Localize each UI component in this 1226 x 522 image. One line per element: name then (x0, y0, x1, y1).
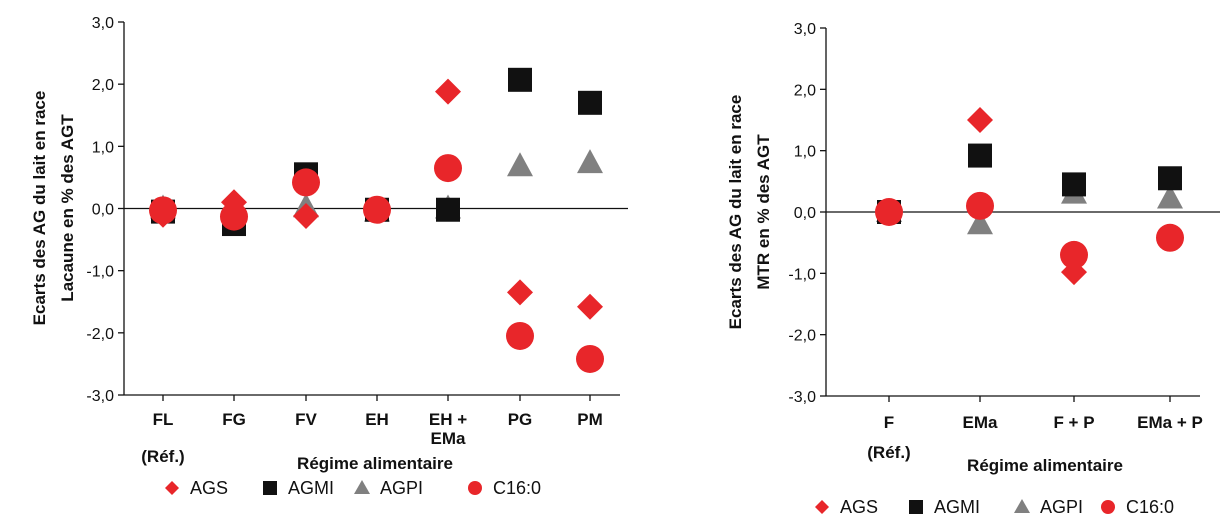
legend-marker-circle (1101, 500, 1115, 514)
reference-label: (Réf.) (867, 443, 910, 462)
point-agpi (507, 152, 533, 176)
legend-marker-diamond (815, 500, 829, 514)
point-ags (435, 79, 461, 105)
point-c160 (363, 196, 391, 224)
x-tick-label: PG (508, 410, 533, 429)
x-tick-label: FV (295, 410, 317, 429)
point-agpi (577, 149, 603, 173)
chart-mtr: 3,0 2,0 1,0 0,0 -1,0 -2,0 -3,0 F EMa F + P EMa + P… (726, 21, 1220, 517)
point-c160 (149, 196, 177, 224)
point-c160 (1156, 224, 1184, 252)
legend-item-agpi: AGPI (1014, 497, 1083, 517)
point-ags (293, 203, 319, 229)
y-tick-label: 1,0 (794, 144, 816, 161)
legend: AGS AGMI AGPI C16:0 (815, 497, 1174, 517)
point-c160 (576, 345, 604, 373)
y-tick-label: 3,0 (92, 15, 114, 32)
legend-label: AGS (840, 497, 878, 517)
x-tick-label: FG (222, 410, 246, 429)
y-axis-title: Ecarts des AG du lait en race (726, 95, 745, 330)
legend-item-agmi: AGMI (909, 497, 980, 517)
y-tick-label: 2,0 (794, 82, 816, 99)
point-c160 (434, 154, 462, 182)
x-axis-title: Régime alimentaire (967, 456, 1123, 475)
y-tick-label: -1,0 (86, 264, 114, 281)
legend-label: C16:0 (493, 478, 541, 498)
legend-marker-square (909, 500, 923, 514)
x-tick-label: PM (577, 410, 603, 429)
legend-item-agpi: AGPI (354, 478, 423, 498)
y-axis-title: MTR en % des AGT (754, 134, 773, 290)
legend-marker-diamond (165, 481, 179, 495)
legend-marker-square (263, 481, 277, 495)
y-tick-label: -3,0 (86, 388, 114, 405)
x-tick-label: FL (153, 410, 174, 429)
point-agmi (1062, 172, 1086, 196)
point-c160 (220, 203, 248, 231)
y-axis-title: Lacaune en % des AGT (58, 114, 77, 302)
y-tick-label: -1,0 (788, 266, 816, 283)
point-agmi (968, 144, 992, 168)
x-tick-label: EMa (431, 429, 467, 448)
x-tick-label: EMa + P (1137, 413, 1203, 432)
legend-label: C16:0 (1126, 497, 1174, 517)
y-tick-label: -3,0 (788, 389, 816, 406)
legend: AGS AGMI AGPI C16:0 (165, 478, 541, 498)
y-tick-label: -2,0 (788, 328, 816, 345)
legend-marker-circle (468, 481, 482, 495)
legend-item-c160: C16:0 (468, 478, 541, 498)
legend-item-ags: AGS (165, 478, 228, 498)
point-c160 (966, 192, 994, 220)
legend-marker-triangle (354, 480, 370, 494)
legend-marker-triangle (1014, 499, 1030, 513)
x-tick-label: EH (365, 410, 389, 429)
y-tick-label: 2,0 (92, 77, 114, 94)
y-tick-label: -2,0 (86, 326, 114, 343)
legend-label: AGMI (288, 478, 334, 498)
y-tick-label: 0,0 (794, 205, 816, 222)
point-agmi (1158, 166, 1182, 190)
x-axis-title: Régime alimentaire (297, 454, 453, 473)
point-ags (507, 279, 533, 305)
legend-item-ags: AGS (815, 497, 878, 517)
point-c160 (292, 168, 320, 196)
x-tick-label: F + P (1053, 413, 1094, 432)
y-tick-label: 3,0 (794, 21, 816, 38)
point-agmi (578, 91, 602, 115)
reference-label: (Réf.) (141, 447, 184, 466)
x-tick-label: EMa (963, 413, 999, 432)
y-axis-title: Ecarts des AG du lait en race (30, 91, 49, 326)
point-agmi (436, 198, 460, 222)
point-ags (577, 294, 603, 320)
chart-lacaune: 3,0 2,0 1,0 0,0 -1,0 -2,0 -3,0 FL FG FV EH EH +EMa P… (30, 15, 628, 498)
legend-item-c160: C16:0 (1101, 497, 1174, 517)
x-tick-label: F (884, 413, 894, 432)
point-c160 (1060, 241, 1088, 269)
legend-label: AGS (190, 478, 228, 498)
x-tick-label: EH + (429, 410, 467, 429)
point-c160 (506, 322, 534, 350)
point-agmi (508, 68, 532, 92)
y-tick-label: 0,0 (92, 202, 114, 219)
legend-item-agmi: AGMI (263, 478, 334, 498)
point-c160 (875, 198, 903, 226)
legend-label: AGMI (934, 497, 980, 517)
legend-label: AGPI (380, 478, 423, 498)
y-tick-label: 1,0 (92, 139, 114, 156)
legend-label: AGPI (1040, 497, 1083, 517)
point-ags (967, 107, 993, 133)
